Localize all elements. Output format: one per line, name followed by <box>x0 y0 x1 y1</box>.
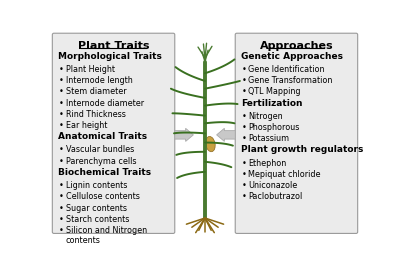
FancyBboxPatch shape <box>52 33 175 233</box>
Text: •: • <box>58 76 63 85</box>
Text: Nitrogen: Nitrogen <box>248 112 283 121</box>
Text: Approaches: Approaches <box>260 41 333 51</box>
Text: Plant Traits: Plant Traits <box>78 41 149 51</box>
Text: Uniconazole: Uniconazole <box>248 181 298 190</box>
Text: •: • <box>242 134 246 143</box>
Text: •: • <box>242 76 246 85</box>
Text: Silicon and Nitrogen
contents: Silicon and Nitrogen contents <box>66 226 147 245</box>
Text: •: • <box>242 123 246 132</box>
Text: Gene Identification: Gene Identification <box>248 65 325 74</box>
Text: Parenchyma cells: Parenchyma cells <box>66 157 136 166</box>
Text: Lignin contents: Lignin contents <box>66 181 127 190</box>
Text: •: • <box>242 112 246 121</box>
Text: •: • <box>58 121 63 130</box>
Text: Potassium: Potassium <box>248 134 290 143</box>
Text: QTL Mapping: QTL Mapping <box>248 87 301 96</box>
Text: •: • <box>58 145 63 154</box>
Text: Phosphorous: Phosphorous <box>248 123 300 132</box>
Text: •: • <box>58 215 63 224</box>
Text: •: • <box>58 87 63 96</box>
Text: •: • <box>242 192 246 201</box>
Text: Sugar contents: Sugar contents <box>66 204 126 213</box>
Text: Ear height: Ear height <box>66 121 107 130</box>
Text: •: • <box>58 226 63 235</box>
Text: Anatomical Traits: Anatomical Traits <box>58 132 147 141</box>
FancyArrow shape <box>217 128 235 142</box>
Text: •: • <box>242 65 246 74</box>
Text: •: • <box>58 181 63 190</box>
Text: Gene Transformation: Gene Transformation <box>248 76 333 85</box>
Text: Mepiquat chloride: Mepiquat chloride <box>248 170 321 179</box>
Text: •: • <box>58 98 63 108</box>
Text: Plant growth regulators: Plant growth regulators <box>241 145 363 154</box>
Ellipse shape <box>206 136 215 152</box>
Text: •: • <box>242 159 246 168</box>
Text: •: • <box>58 204 63 213</box>
Text: •: • <box>242 181 246 190</box>
FancyArrow shape <box>175 128 193 142</box>
Text: Plant Height: Plant Height <box>66 65 114 74</box>
Text: Internode diameter: Internode diameter <box>66 98 144 108</box>
Text: Stem diameter: Stem diameter <box>66 87 126 96</box>
Text: •: • <box>242 170 246 179</box>
Text: Biochemical Traits: Biochemical Traits <box>58 168 151 177</box>
Text: •: • <box>58 65 63 74</box>
Text: Fertilization: Fertilization <box>241 98 302 108</box>
Text: Genetic Approaches: Genetic Approaches <box>241 52 343 61</box>
Text: Rind Thickness: Rind Thickness <box>66 110 125 119</box>
Text: Starch contents: Starch contents <box>66 215 129 224</box>
Text: •: • <box>58 110 63 119</box>
Text: •: • <box>58 192 63 201</box>
FancyBboxPatch shape <box>235 33 358 233</box>
Text: Vascular bundles: Vascular bundles <box>66 145 134 154</box>
Text: •: • <box>58 157 63 166</box>
Text: Internode length: Internode length <box>66 76 132 85</box>
Text: Morphological Traits: Morphological Traits <box>58 52 162 61</box>
Text: Paclobutrazol: Paclobutrazol <box>248 192 303 201</box>
Text: Ethephon: Ethephon <box>248 159 287 168</box>
Text: Cellulose contents: Cellulose contents <box>66 192 139 201</box>
Text: •: • <box>242 87 246 96</box>
